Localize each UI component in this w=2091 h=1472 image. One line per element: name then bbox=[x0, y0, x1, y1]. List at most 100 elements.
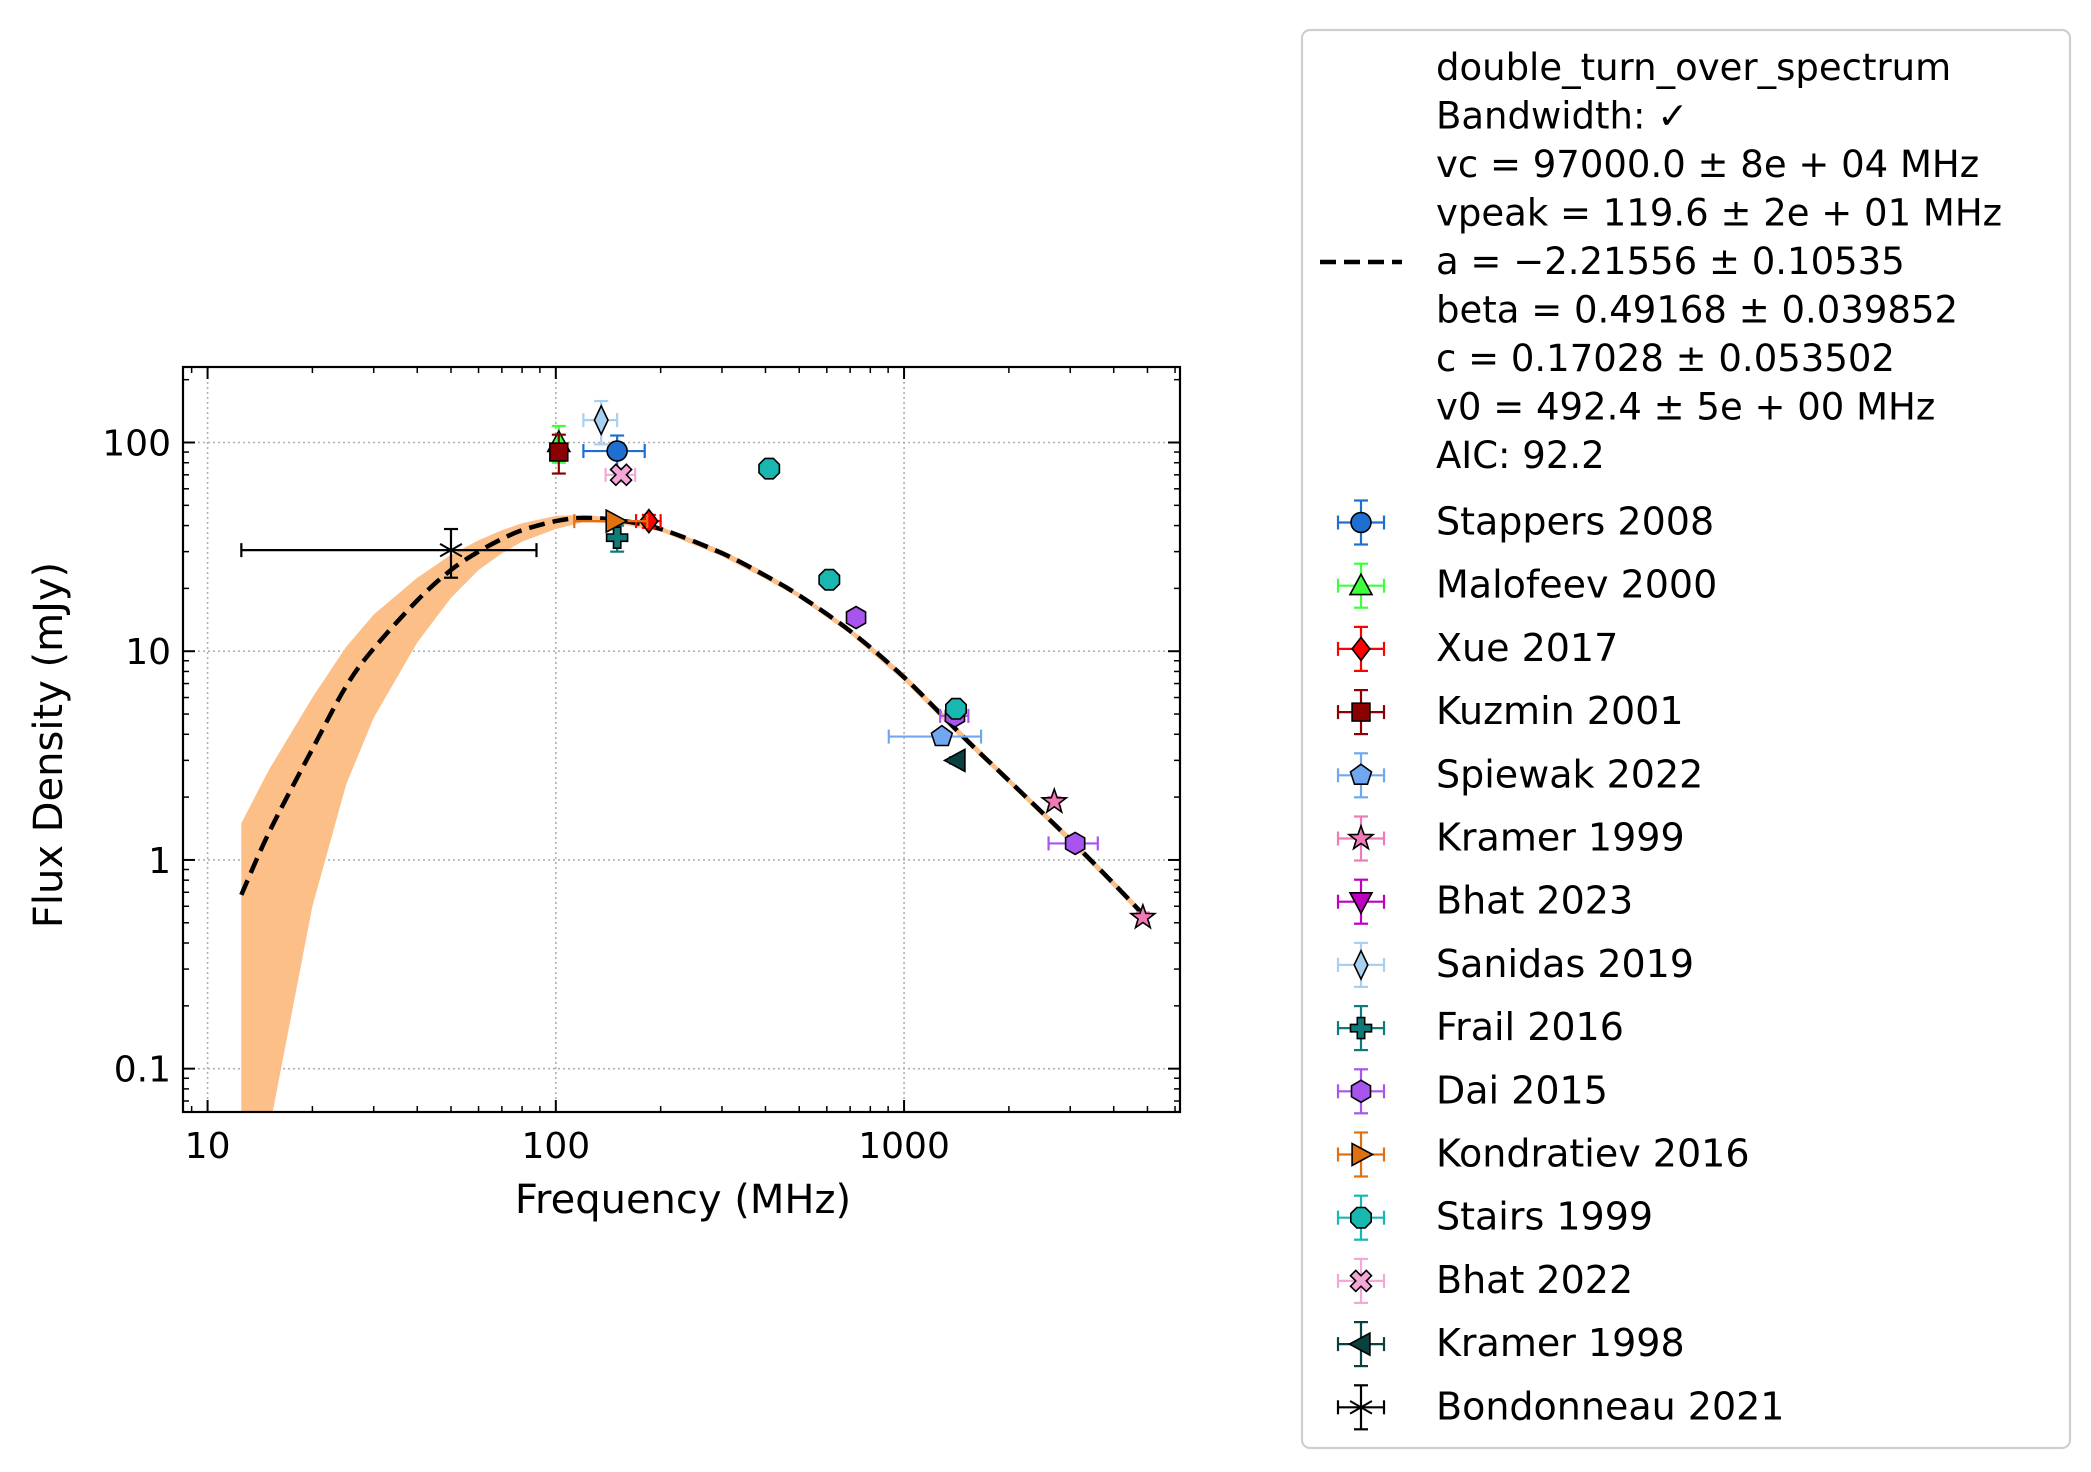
point-marker bbox=[549, 442, 569, 462]
legend-entry-bhat-2022: Bhat 2022 bbox=[1336, 1257, 1633, 1305]
legend-entry-kuzmin-2001: Kuzmin 2001 bbox=[1336, 688, 1684, 736]
legend-entry-bondonneau-2021: Bondonneau 2021 bbox=[1336, 1384, 1784, 1431]
legend-label: Frail 2016 bbox=[1436, 1005, 1624, 1049]
legend-label: Stairs 1999 bbox=[1436, 1195, 1653, 1239]
legend-entry-spiewak-2022: Spiewak 2022 bbox=[1336, 752, 1703, 799]
legend-marker bbox=[1349, 1016, 1373, 1040]
point-marker bbox=[944, 697, 968, 720]
fit-line bbox=[239, 515, 1147, 918]
legend-entry-kramer-1998: Kramer 1998 bbox=[1336, 1320, 1685, 1368]
legend-entry-dai-2015: Dai 2015 bbox=[1336, 1068, 1608, 1115]
point-marker bbox=[1128, 902, 1158, 930]
point-marker bbox=[605, 508, 629, 534]
legend-marker bbox=[1351, 636, 1371, 662]
data-point-dai-2015 bbox=[1047, 831, 1099, 856]
data-point-bondonneau-2021 bbox=[240, 527, 538, 579]
legend-marker bbox=[1351, 1142, 1375, 1167]
legend-fit-text: v0 = 492.4 ± 5e + 00 MHz bbox=[1436, 386, 1935, 429]
point-marker bbox=[758, 457, 781, 480]
legend-marker bbox=[1347, 1331, 1371, 1357]
data-point-kuzmin-2001 bbox=[549, 433, 569, 475]
data-point-frail-2016 bbox=[605, 524, 629, 553]
legend-marker bbox=[1350, 1206, 1372, 1229]
legend-label: Sanidas 2019 bbox=[1436, 942, 1694, 986]
legend-label: Xue 2017 bbox=[1436, 626, 1618, 670]
legend-entry-kondratiev-2016: Kondratiev 2016 bbox=[1336, 1131, 1750, 1178]
point-marker bbox=[638, 508, 659, 535]
point-marker bbox=[439, 537, 463, 563]
point-marker bbox=[930, 724, 954, 747]
y-tick-label: 1 bbox=[148, 841, 171, 882]
legend-box bbox=[1300, 28, 2072, 1450]
point-marker bbox=[609, 463, 633, 487]
data-point-bhat-2022 bbox=[604, 463, 637, 487]
y-tick-label: 0.1 bbox=[114, 1050, 171, 1091]
data-point-stairs-1999 bbox=[758, 457, 781, 480]
point-marker bbox=[593, 404, 609, 437]
legend-label: Kondratiev 2016 bbox=[1436, 1132, 1750, 1176]
legend-label: Kramer 1998 bbox=[1436, 1321, 1685, 1365]
legend-label: Bhat 2022 bbox=[1436, 1258, 1633, 1302]
legend-fit-text: AIC: 92.2 bbox=[1436, 434, 1605, 477]
legend-entry-frail-2016: Frail 2016 bbox=[1336, 1004, 1624, 1052]
legend-marker bbox=[1349, 763, 1373, 786]
legend-fit-text: Bandwidth: ✓ bbox=[1436, 95, 1688, 138]
x-axis-label: Frequency (MHz) bbox=[515, 1177, 851, 1223]
legend-marker bbox=[1349, 1394, 1373, 1420]
data-point-spiewak-2022 bbox=[887, 724, 983, 747]
point-marker bbox=[605, 526, 629, 550]
legend-marker bbox=[1350, 1079, 1372, 1104]
x-tick-label: 100 bbox=[521, 1126, 590, 1167]
legend-marker bbox=[1350, 511, 1372, 534]
legend-marker bbox=[1346, 823, 1376, 851]
legend-fit-text: double_turn_over_spectrum bbox=[1436, 46, 1951, 89]
legend-marker bbox=[1351, 702, 1371, 722]
legend-label: Dai 2015 bbox=[1436, 1068, 1608, 1112]
legend-marker bbox=[1348, 572, 1374, 596]
data-point-stairs-1999 bbox=[944, 697, 968, 720]
legend-marker bbox=[1353, 948, 1369, 981]
legend-entry-bhat-2023: Bhat 2023 bbox=[1336, 878, 1633, 925]
data-point-dai-2015 bbox=[845, 605, 867, 630]
y-tick-label: 10 bbox=[125, 632, 171, 673]
legend-entry-stappers-2008: Stappers 2008 bbox=[1336, 499, 1714, 546]
legend-marker bbox=[1348, 891, 1374, 915]
x-tick-label: 1000 bbox=[858, 1126, 950, 1167]
y-axis-label: Flux Density (mJy) bbox=[26, 562, 72, 928]
plot-axes: 10 100 1000 0.1 1 10 100 bbox=[102, 365, 1182, 1167]
legend-label: Malofeev 2000 bbox=[1436, 563, 1717, 607]
point-marker bbox=[1039, 786, 1069, 814]
legend-marker bbox=[1349, 1269, 1373, 1293]
point-marker bbox=[606, 440, 628, 462]
data-point-kondratiev-2016 bbox=[573, 508, 649, 534]
data-points bbox=[240, 399, 1158, 930]
legend-entry-sanidas-2019: Sanidas 2019 bbox=[1336, 941, 1694, 989]
fit-curve bbox=[239, 515, 1147, 918]
x-tick-label: 10 bbox=[185, 1126, 231, 1167]
legend-entry-stairs-1999: Stairs 1999 bbox=[1336, 1194, 1653, 1241]
data-point-sanidas-2019 bbox=[582, 399, 619, 446]
legend: double_turn_over_spectrum Bandwidth: ✓ vc … bbox=[1300, 28, 2072, 1450]
point-marker bbox=[845, 605, 867, 630]
legend-fit-text: beta = 0.49168 ± 0.039852 bbox=[1436, 289, 1958, 332]
legend-label: Spiewak 2022 bbox=[1436, 752, 1703, 796]
point-marker bbox=[818, 568, 841, 591]
point-marker bbox=[942, 747, 966, 773]
plot-frame bbox=[181, 365, 1182, 1114]
data-point-kramer-1999 bbox=[1128, 902, 1158, 930]
legend-fit-text: c = 0.17028 ± 0.053502 bbox=[1436, 337, 1895, 380]
legend-label: Kuzmin 2001 bbox=[1436, 689, 1684, 733]
legend-entry-xue-2017: Xue 2017 bbox=[1336, 625, 1618, 673]
legend-label: Stappers 2008 bbox=[1436, 500, 1714, 544]
legend-label: Kramer 1999 bbox=[1436, 816, 1685, 860]
data-point-kramer-1999 bbox=[1039, 786, 1069, 814]
legend-fit-text: vpeak = 119.6 ± 2e + 01 MHz bbox=[1436, 192, 2002, 235]
legend-label: Bhat 2023 bbox=[1436, 879, 1633, 923]
legend-entry-malofeev-2000: Malofeev 2000 bbox=[1336, 562, 1717, 609]
legend-label: Bondonneau 2021 bbox=[1436, 1384, 1784, 1428]
legend-fit-text: vc = 97000.0 ± 8e + 04 MHz bbox=[1436, 143, 1979, 186]
data-point-kramer-1998 bbox=[942, 747, 966, 773]
legend-fit-text: a = −2.21556 ± 0.10535 bbox=[1436, 240, 1905, 283]
data-point-stairs-1999 bbox=[818, 568, 841, 591]
